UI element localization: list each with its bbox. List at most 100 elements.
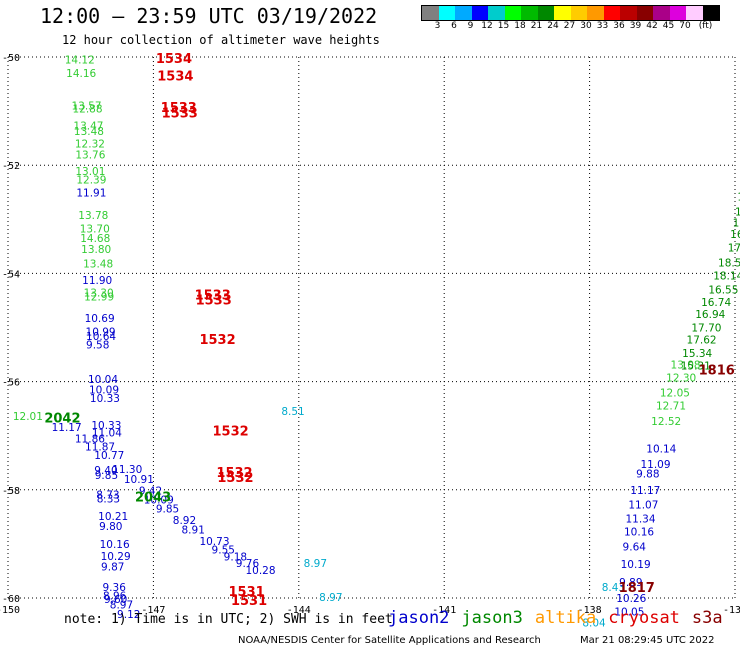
satellite-legend-item: jason3 xyxy=(461,608,523,628)
legend-label: 15 xyxy=(497,21,510,31)
swh-label: 12.52 xyxy=(651,416,681,428)
legend-swatch xyxy=(471,6,488,20)
swh-label: 13.08 xyxy=(671,359,701,371)
swh-label: 11.30 xyxy=(112,464,142,476)
legend-label: 24 xyxy=(547,21,559,31)
satellite-legend-item: s3a xyxy=(691,608,723,628)
swh-label: 16.94 xyxy=(695,309,725,321)
swh-label: 9.64 xyxy=(623,542,647,554)
swh-label: 11.07 xyxy=(628,499,658,511)
swh-label: 11.90 xyxy=(82,275,112,287)
axis-labels: -150 -147 -144 -141 -138 -135 -50 -52 -54 -56 -58 -… xyxy=(0,53,740,616)
swh-label: 14.12 xyxy=(65,55,95,67)
legend-label: 27 xyxy=(563,21,576,31)
swh-label: 8.97 xyxy=(319,592,342,604)
swh-label: 9.88 xyxy=(636,469,659,481)
legend-label: 9 xyxy=(467,21,474,31)
swh-label: 10.28 xyxy=(245,565,275,577)
swh-label: 12.71 xyxy=(656,400,686,412)
legend-label: (ft) xyxy=(698,21,713,31)
swh-label: 12.30 xyxy=(666,372,696,384)
swh-label: 13.48 xyxy=(74,126,104,138)
swh-label: 9.58 xyxy=(86,339,109,351)
legend-label: 45 xyxy=(662,21,675,31)
satellite-legend-item: cryosat xyxy=(608,608,680,628)
swh-label: 17.62 xyxy=(687,334,717,346)
swh-label: 12.88 xyxy=(72,103,102,115)
lat-tick-label: -58 xyxy=(2,486,20,497)
color-legend xyxy=(421,5,720,21)
pass-time-label: 1534 xyxy=(156,52,192,67)
pass-time-label: 1816 xyxy=(699,364,735,379)
swh-label: 10.69 xyxy=(85,313,115,325)
satellite-legend-item: altika xyxy=(534,608,597,628)
legend-swatch xyxy=(554,6,571,20)
swh-label: 8.43 xyxy=(602,582,625,594)
swh-label: 10.99 xyxy=(86,326,116,338)
swh-label: 9.55 xyxy=(212,544,235,556)
legend-swatch xyxy=(570,6,587,20)
swh-label: 15.9 xyxy=(733,218,740,230)
swh-label: 16.74 xyxy=(701,297,731,309)
legend-swatch xyxy=(636,6,653,20)
swh-label: 8.92 xyxy=(173,515,196,527)
swh-label: 13.78 xyxy=(78,210,108,222)
swh-label: 10.09 xyxy=(144,495,174,507)
swh-label: 9.36 xyxy=(103,582,127,594)
swh-label: 11.17 xyxy=(52,422,82,434)
swh-label: 10.14 xyxy=(646,444,676,456)
swh-label: 12.05 xyxy=(660,387,690,399)
lon-tick-label: -147 xyxy=(141,605,165,616)
pass-time-label: 1531 xyxy=(231,594,267,609)
swh-label: 9.12 xyxy=(117,609,140,621)
swh-label: 17.70 xyxy=(691,323,721,335)
swh-label: 10.33 xyxy=(90,393,120,405)
pass-time-label: 2043 xyxy=(135,490,171,505)
swh-label: 10.26 xyxy=(616,593,646,605)
swh-label: 13.48 xyxy=(83,259,113,271)
swh-label: 8.33 xyxy=(97,493,120,505)
lat-tick-label: -52 xyxy=(2,161,20,172)
swh-label: 10.64 xyxy=(86,331,116,343)
swh-label: 8.73 xyxy=(96,490,119,502)
legend-swatch xyxy=(504,6,521,20)
lon-tick-label: -150 xyxy=(0,605,20,616)
legend-label: 42 xyxy=(646,21,658,31)
swh-label: 11.86 xyxy=(75,433,105,445)
legend-label: 39 xyxy=(629,21,642,31)
swh-label: 8.51 xyxy=(281,406,304,418)
lon-tick-label: -141 xyxy=(432,605,456,616)
legend-swatch xyxy=(521,6,538,20)
pass-time-label: 1817 xyxy=(619,581,655,596)
swh-label: 10.09 xyxy=(89,385,119,397)
swh-label: 14.68 xyxy=(80,233,110,245)
swh-label: 10.73 xyxy=(199,536,229,548)
swh-label: 10.16 xyxy=(100,539,130,551)
swh-label: 13.80 xyxy=(81,244,111,256)
satellite-legend: jason2 jason3 altika cryosat s3a xyxy=(388,608,735,628)
swh-label: 10.29 xyxy=(101,551,131,563)
legend-label: 6 xyxy=(451,21,457,31)
swh-label: 16.6 xyxy=(735,207,740,219)
pass-time-label: 1533 xyxy=(162,107,198,122)
wave-height-labels: 14.1214.1613.5712.8813.4713.4812.3213.76… xyxy=(13,55,740,630)
legend-swatch xyxy=(702,6,719,20)
swh-label: 16.55 xyxy=(708,285,738,297)
swh-label: 13.70 xyxy=(80,223,110,235)
pass-time-label: 2042 xyxy=(44,411,80,426)
swh-label: 8.96 xyxy=(103,590,127,602)
pass-time-label: 1532 xyxy=(199,333,235,348)
lat-tick-label: -56 xyxy=(2,378,20,389)
pass-time-label: 1533 xyxy=(195,288,231,303)
legend-label: 3 xyxy=(434,21,441,31)
pass-time-label: 1533 xyxy=(161,101,197,116)
swh-label: 10.05 xyxy=(614,607,644,619)
swh-label: 13.57 xyxy=(71,101,101,113)
legend-swatch xyxy=(438,6,455,20)
swh-label: 8.91 xyxy=(182,524,205,536)
swh-label: 9.76 xyxy=(236,558,260,570)
page-title: 12:00 — 23:59 UTC 03/19/2022 xyxy=(40,4,378,28)
swh-label: 14.16 xyxy=(66,68,96,80)
legend-label: 30 xyxy=(580,21,592,31)
